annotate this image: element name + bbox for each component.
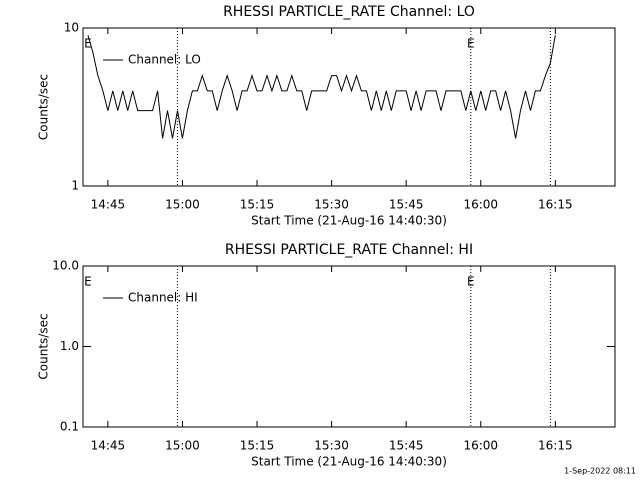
annotation: E — [84, 37, 92, 51]
annotation: E — [467, 275, 475, 289]
data-line — [87, 35, 556, 139]
legend-label: Channel: HI — [128, 291, 198, 305]
footer-date: 1-Sep-2022 08:11 — [564, 467, 636, 476]
legend-label: Channel: LO — [128, 53, 201, 67]
x-tick-label: 16:00 — [463, 198, 498, 212]
x-tick-label: 15:30 — [314, 198, 349, 212]
x-tick-label: 14:45 — [91, 198, 126, 212]
x-tick-label: 15:45 — [389, 198, 424, 212]
x-tick-label: 16:15 — [538, 198, 573, 212]
y-tick-label: 1 — [71, 179, 79, 193]
y-tick-label: 10.0 — [52, 259, 79, 273]
x-tick-label: 15:45 — [389, 439, 424, 453]
x-tick-label: 15:30 — [314, 439, 349, 453]
x-tick-label: 15:00 — [165, 439, 200, 453]
x-tick-label: 15:00 — [165, 198, 200, 212]
chart-title: RHESSI PARTICLE_RATE Channel: LO — [223, 4, 475, 20]
y-tick-label: 0.1 — [60, 420, 79, 434]
chart-title: RHESSI PARTICLE_RATE Channel: HI — [225, 242, 473, 258]
y-tick-label: 1.0 — [60, 339, 79, 353]
annotation: E — [84, 275, 92, 289]
x-tick-label: 16:15 — [538, 439, 573, 453]
x-axis-label: Start Time (21-Aug-16 14:40:30) — [251, 214, 447, 228]
y-axis-label: Counts/sec — [37, 313, 51, 379]
y-tick-label: 10 — [64, 21, 79, 35]
x-tick-label: 15:15 — [240, 439, 275, 453]
y-axis-label: Counts/sec — [37, 74, 51, 140]
x-tick-label: 14:45 — [91, 439, 126, 453]
plot-frame — [82, 27, 616, 187]
x-tick-label: 16:00 — [463, 439, 498, 453]
annotation: E — [467, 37, 475, 51]
x-tick-label: 15:15 — [240, 198, 275, 212]
x-axis-label: Start Time (21-Aug-16 14:40:30) — [251, 455, 447, 469]
